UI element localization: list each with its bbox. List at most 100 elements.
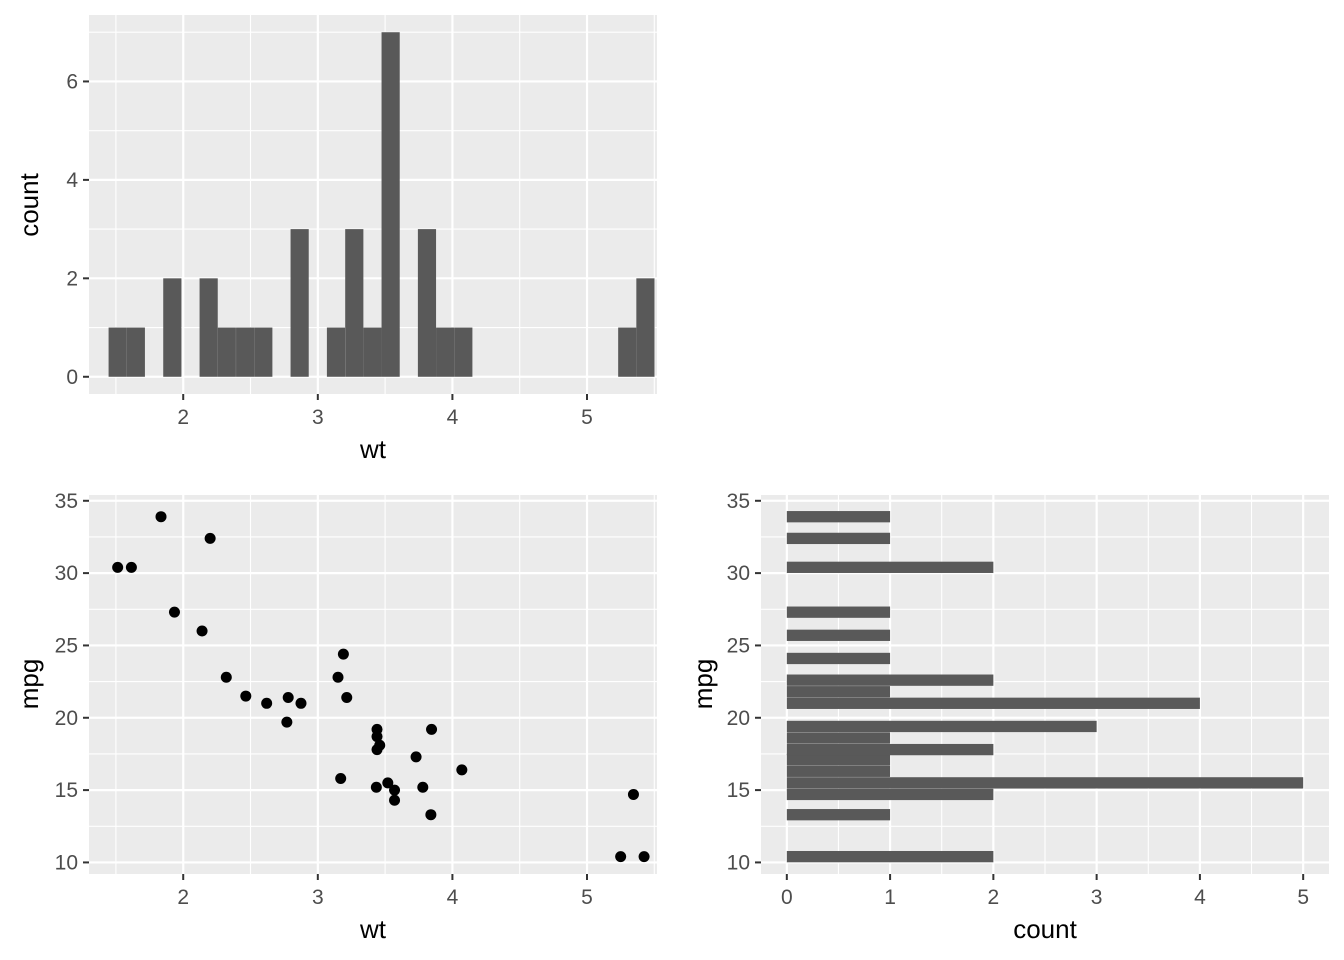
wt-histogram-bar	[636, 278, 655, 377]
mpg-histogram-y-tick-label: 10	[727, 851, 750, 874]
mpg-histogram-bar	[786, 809, 891, 821]
mpg-histogram-x-tick-label: 5	[1297, 886, 1309, 909]
mpg-histogram-bar	[786, 777, 1304, 789]
scatter-point	[220, 671, 232, 683]
mpg-histogram-x-tick-label: 3	[1091, 886, 1103, 909]
wt-histogram-y-tick-label: 4	[66, 169, 78, 192]
mpg-wt-scatter-y-tick-label: 35	[55, 490, 78, 513]
wt-histogram-bar	[236, 327, 255, 377]
wt-histogram-bar	[618, 327, 637, 377]
mpg-wt-scatter-y-tick-label: 10	[55, 851, 78, 874]
wt-histogram-y-axis-title: count	[14, 172, 44, 236]
wt-histogram-bar	[326, 327, 346, 377]
mpg-histogram-x-tick-label: 2	[988, 886, 1000, 909]
wt-histogram-bar	[108, 327, 127, 377]
mpg-histogram-axes: 0 1 2 3 4 5 10 15 20 25 30 35	[727, 490, 1309, 909]
mpg-histogram-bar	[786, 652, 891, 665]
mpg-histogram-bar	[786, 743, 994, 756]
mpg-histogram-bars	[786, 511, 1304, 863]
mpg-histogram-x-axis-title: count	[1013, 914, 1077, 944]
mpg-histogram-panel: 0 1 2 3 4 5 10 15 20 25 30 35 count mpg	[688, 490, 1329, 944]
mpg-histogram-y-tick-label: 15	[727, 779, 750, 802]
mpg-histogram-bar	[786, 686, 891, 698]
wt-histogram-y-tick-label: 0	[66, 366, 78, 389]
mpg-histogram-x-tick-label: 4	[1194, 886, 1206, 909]
wt-histogram-bar	[381, 32, 400, 377]
scatter-point	[417, 781, 429, 793]
scatter-point	[261, 697, 273, 709]
mpg-histogram-y-axis-title: mpg	[688, 659, 718, 710]
mpg-histogram-y-tick-label: 35	[727, 490, 750, 513]
mpg-wt-scatter-points	[112, 511, 650, 863]
wt-histogram-x-tick-label: 2	[177, 406, 189, 429]
scatter-point	[337, 648, 349, 660]
wt-histogram-bar	[363, 327, 382, 377]
mpg-wt-scatter-y-tick-label: 20	[55, 707, 78, 730]
wt-histogram-panel: 2 3 4 5 0 2 4 6 wt count	[14, 15, 657, 464]
wt-histogram-x-tick-label: 4	[447, 406, 459, 429]
mpg-histogram-bar	[786, 561, 994, 573]
mpg-histogram-bar	[786, 754, 891, 766]
mpg-wt-scatter-x-axis-title: wt	[359, 914, 387, 944]
wt-histogram-y-tick-label: 2	[66, 267, 78, 290]
scatter-point	[627, 788, 639, 800]
mpg-histogram-y-tick-label: 30	[727, 562, 750, 585]
mpg-histogram-bar	[786, 606, 891, 618]
scatter-point	[456, 764, 468, 776]
mpg-histogram-bar	[786, 697, 1200, 709]
mpg-wt-scatter-x-tick-label: 5	[581, 886, 593, 909]
wt-histogram-bar	[163, 278, 182, 377]
wt-histogram-y-tick-label: 6	[66, 70, 78, 93]
scatter-point	[240, 690, 252, 702]
mpg-histogram-bar	[786, 765, 891, 777]
mpg-histogram-bar	[786, 850, 994, 863]
wt-histogram-x-tick-label: 5	[581, 406, 593, 429]
wt-histogram-bar	[126, 327, 145, 377]
scatter-point	[638, 851, 650, 863]
scatter-point	[112, 561, 124, 573]
mpg-wt-scatter-axes: 2 3 4 5 10 15 20 25 30 35	[55, 490, 593, 909]
wt-histogram-axes: 2 3 4 5 0 2 4 6	[66, 70, 593, 429]
mpg-histogram-bar	[786, 511, 891, 523]
mpg-histogram-bar	[786, 674, 994, 686]
scatter-point	[425, 809, 437, 821]
mpg-histogram-bar	[786, 732, 891, 744]
wt-histogram-bar	[417, 229, 437, 377]
scatter-point	[332, 671, 344, 683]
scatter-point	[410, 751, 422, 763]
scatter-point	[168, 606, 180, 618]
mpg-wt-scatter-y-tick-label: 25	[55, 634, 78, 657]
wt-histogram-bars	[108, 32, 655, 377]
mpg-wt-scatter-x-tick-label: 2	[177, 886, 189, 909]
mpg-histogram-bar	[786, 532, 891, 545]
scatter-point	[204, 532, 216, 544]
scatter-point	[371, 723, 383, 735]
scatter-point	[389, 794, 401, 806]
scatter-point	[125, 561, 137, 573]
scatter-point	[282, 692, 294, 704]
scatter-point	[335, 773, 347, 785]
scatter-point	[155, 511, 167, 523]
wt-histogram-bar	[199, 278, 218, 377]
mpg-histogram-x-tick-label: 0	[781, 886, 793, 909]
wt-histogram-bar	[290, 229, 309, 377]
mpg-wt-scatter-y-axis-title: mpg	[14, 659, 44, 710]
mpg-wt-scatter-x-tick-label: 3	[312, 886, 324, 909]
wt-histogram-bar	[345, 229, 364, 377]
wt-histogram-bar	[436, 327, 455, 377]
scatter-point	[370, 781, 382, 793]
mpg-histogram-y-tick-label: 20	[727, 707, 750, 730]
wt-histogram-x-axis-title: wt	[359, 434, 387, 464]
mpg-wt-scatter-plot-area	[89, 495, 657, 874]
wt-histogram-bar	[217, 327, 236, 377]
scatter-point	[341, 692, 353, 704]
wt-histogram-x-tick-label: 3	[312, 406, 324, 429]
scatter-point	[281, 716, 293, 728]
mpg-wt-scatter-y-tick-label: 15	[55, 779, 78, 802]
wt-histogram-bar	[454, 327, 473, 377]
scatter-point	[196, 625, 208, 637]
mpg-wt-scatter-x-tick-label: 4	[447, 886, 459, 909]
scatter-point	[389, 784, 401, 796]
mpg-histogram-bar	[786, 629, 891, 641]
